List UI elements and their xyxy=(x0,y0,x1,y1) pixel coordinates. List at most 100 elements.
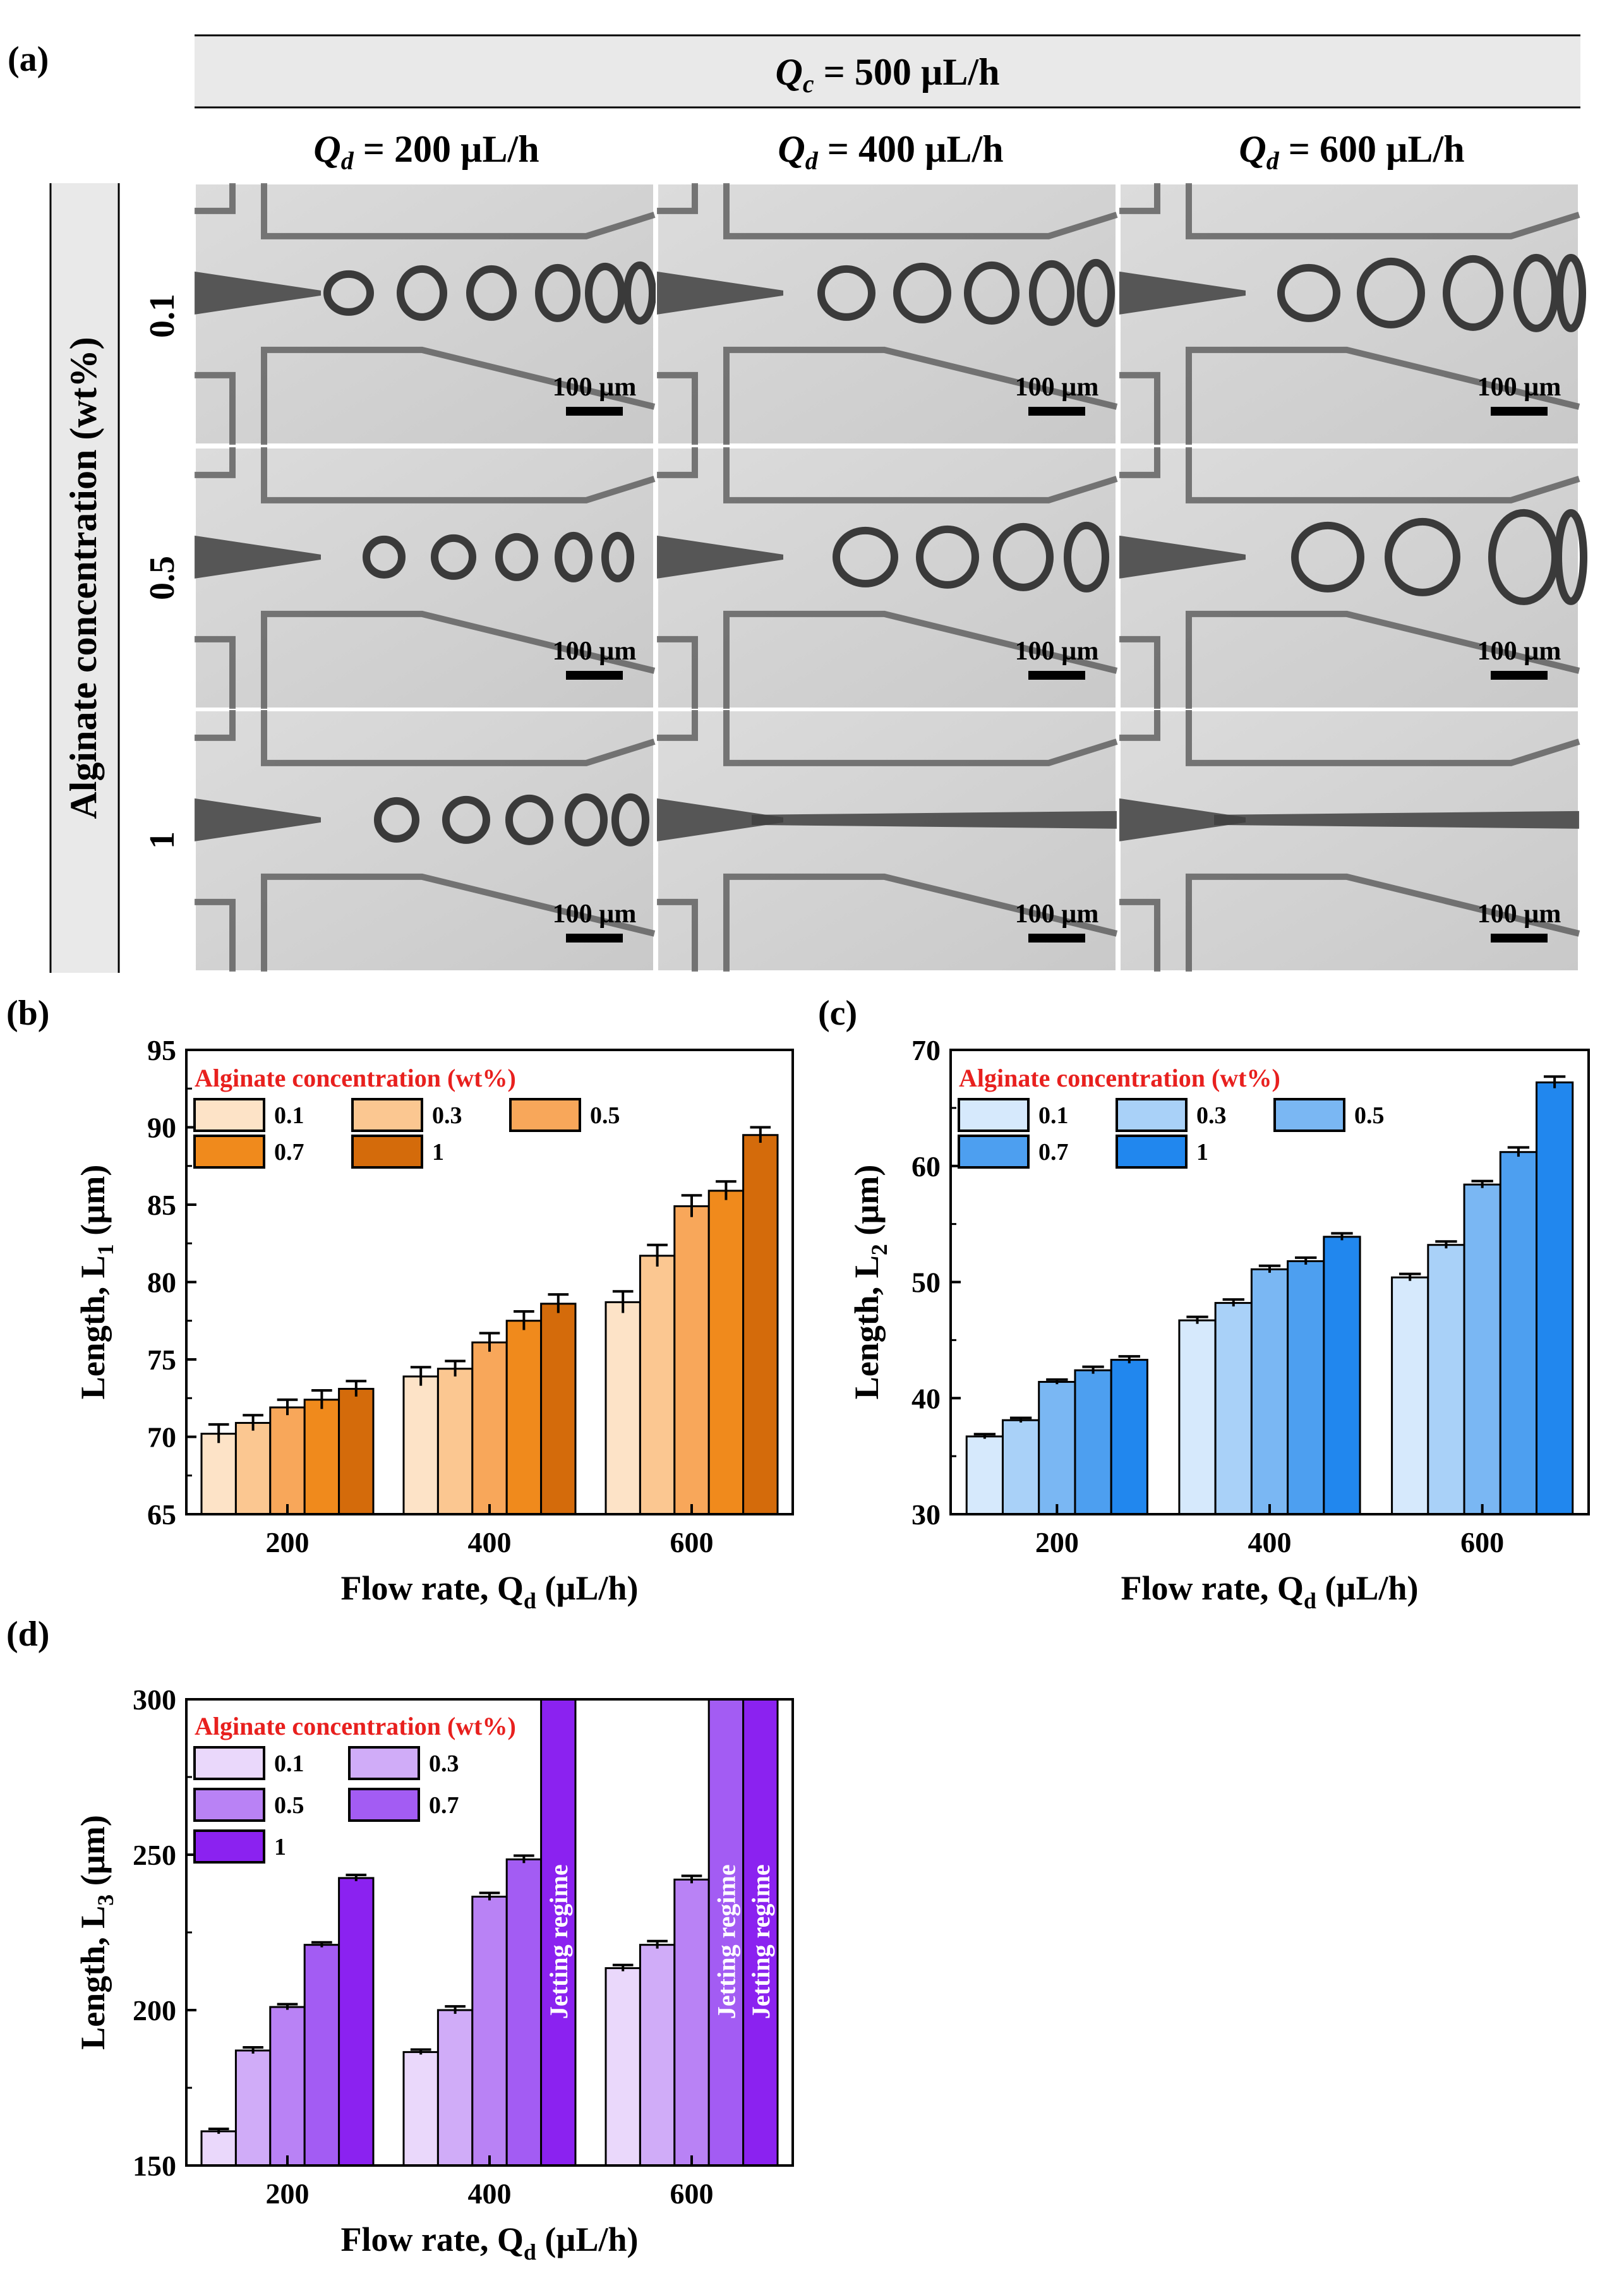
droplet-2 xyxy=(466,265,517,321)
legend-swatch-0.1 xyxy=(958,1098,1030,1132)
y-axis-title-unit: (µm) xyxy=(74,1165,112,1244)
column-header-200: Qd = 200 µL/h xyxy=(313,128,539,175)
jet-thread xyxy=(1214,810,1579,829)
jetting-label-2: Jetting regime xyxy=(747,1864,775,2019)
bar-d-600-0.3 xyxy=(639,1944,676,2167)
bar-b-600-0.3 xyxy=(639,1255,676,1515)
row-label-1: 1 xyxy=(143,831,182,849)
micrograph-background xyxy=(1118,709,1580,973)
y-ticks-d: 150 200 250 300 xyxy=(133,1684,196,2182)
droplet-1 xyxy=(442,795,490,844)
bar-b-400-0.3 xyxy=(436,1368,474,1515)
droplet-3 xyxy=(1555,509,1587,605)
row-label-0.1: 0.1 xyxy=(143,294,182,338)
orifice-taper xyxy=(657,798,783,841)
y-axis-title-d: Length, L3 (µm) xyxy=(74,1815,118,2050)
y-tick-label-60: 60 xyxy=(911,1150,941,1183)
bar-c-200-0.5 xyxy=(1038,1381,1076,1515)
panel-a: (a) Qc = 500 µL/h Qd = 200 µL/h Qd = 400… xyxy=(8,34,1587,973)
bar-c-400-0.3 xyxy=(1214,1302,1253,1515)
bars-b xyxy=(200,1126,779,1515)
y-ticks-c: 30 40 50 60 70 xyxy=(911,1034,961,1531)
orifice-taper xyxy=(1119,535,1246,579)
x-axis-title-unit: (µL/h) xyxy=(536,1569,639,1607)
y-ticks-b: 65 70 75 80 85 90 95 xyxy=(147,1034,196,1531)
x-ticks-c: 200 400 600 xyxy=(1035,1504,1504,1558)
chart-c: (c) 30 40 50 60 70 200 400 600 Flow rate, Qd (µL/… xyxy=(818,994,1590,1613)
legend-label-0.7: 0.7 xyxy=(429,1792,459,1819)
scale-bar-label: 100 µm xyxy=(1477,637,1561,666)
scale-bar xyxy=(566,407,623,416)
orifice-taper xyxy=(1119,798,1246,841)
legend-swatch-1 xyxy=(1116,1135,1188,1169)
y-axis-title-b: Length, L1 (µm) xyxy=(74,1165,118,1400)
legend-title-b: Alginate concentration (wt%) xyxy=(195,1064,516,1092)
droplet-3 xyxy=(535,263,580,322)
x-tick-label-200: 200 xyxy=(266,1526,310,1558)
bar-c-200-0.7 xyxy=(1074,1369,1112,1515)
x-tick-label-600: 600 xyxy=(670,2178,714,2210)
jetting-label-1: Jetting regime xyxy=(712,1864,740,2019)
y-axis-title-sub: 1 xyxy=(93,1244,118,1255)
legend-label-1: 1 xyxy=(432,1139,444,1166)
droplet-4 xyxy=(1556,253,1586,332)
legend-label-0.7: 0.7 xyxy=(274,1139,304,1166)
y-tick-label-70: 70 xyxy=(147,1421,176,1454)
bar-b-200-0.3 xyxy=(234,1421,272,1515)
scale-bar xyxy=(1028,934,1085,943)
droplet-2 xyxy=(495,533,538,581)
legend-swatch-1 xyxy=(193,1829,265,1864)
bar-d-400-1 xyxy=(540,1698,577,2167)
bar-b-400-0.1 xyxy=(402,1375,439,1515)
panel-b-label: (b) xyxy=(6,994,49,1033)
bar-d-200-0.1 xyxy=(200,2130,237,2167)
bars-c xyxy=(965,1075,1574,1515)
side-band xyxy=(52,183,117,973)
micrograph-tile-0.5-2: 100 µm xyxy=(1118,446,1587,710)
channel-wall-top xyxy=(195,183,656,239)
scale-bar-label: 100 µm xyxy=(1015,637,1099,666)
droplet-2 xyxy=(505,794,553,845)
x-axis-title-sub: d xyxy=(524,2239,536,2265)
x-ticks-b: 200 400 600 xyxy=(266,1504,714,1558)
legend-label-0.5: 0.5 xyxy=(274,1792,304,1819)
bars-d xyxy=(200,1698,779,2167)
scale-bar-label: 100 µm xyxy=(553,900,637,929)
channel-wall-bottom xyxy=(195,610,656,709)
bar-c-600-0.5 xyxy=(1463,1183,1501,1515)
legend-label-1: 1 xyxy=(1196,1139,1208,1166)
droplet-0 xyxy=(817,265,875,321)
legend-label-0.1: 0.1 xyxy=(274,1102,304,1129)
bar-d-600-1 xyxy=(742,1698,779,2167)
y-tick-label-30: 30 xyxy=(911,1498,941,1531)
bar-b-600-0.7 xyxy=(707,1190,745,1515)
orifice-taper xyxy=(195,271,321,315)
row-axis-title: Alginate concentration (wt%) xyxy=(63,337,104,819)
bar-d-400-0.7 xyxy=(505,1858,543,2167)
y-tick-label-250: 250 xyxy=(133,1839,176,1871)
qc-header: Qc = 500 µL/h xyxy=(776,51,1000,98)
y-tick-label-75: 75 xyxy=(147,1344,176,1376)
x-axis-title-sub: d xyxy=(524,1588,536,1613)
y-tick-label-85: 85 xyxy=(147,1189,176,1221)
micrograph-tile-0.1-0: 100 µm xyxy=(193,182,656,446)
droplet-1 xyxy=(916,525,979,589)
legend-label-0.1: 0.1 xyxy=(274,1750,304,1777)
bar-c-400-0.5 xyxy=(1250,1268,1289,1515)
bar-c-400-0.7 xyxy=(1287,1260,1325,1515)
droplet-0 xyxy=(363,535,406,579)
droplet-3 xyxy=(1513,253,1559,332)
legend-swatch-0.5 xyxy=(193,1788,265,1822)
bar-d-200-0.5 xyxy=(269,2006,306,2167)
scale-bar xyxy=(1491,671,1548,680)
bar-d-400-0.5 xyxy=(471,1895,508,2167)
legend-title-c: Alginate concentration (wt%) xyxy=(959,1064,1280,1092)
bar-c-200-1 xyxy=(1110,1359,1148,1515)
legend-swatch-0.7 xyxy=(958,1135,1030,1169)
droplet-1 xyxy=(397,265,447,321)
panel-c-label: (c) xyxy=(818,994,857,1033)
droplet-4 xyxy=(601,531,634,582)
row-label-0.5: 0.5 xyxy=(143,556,182,600)
channel-wall-bottom xyxy=(1119,610,1580,709)
bar-b-600-1 xyxy=(742,1134,779,1515)
